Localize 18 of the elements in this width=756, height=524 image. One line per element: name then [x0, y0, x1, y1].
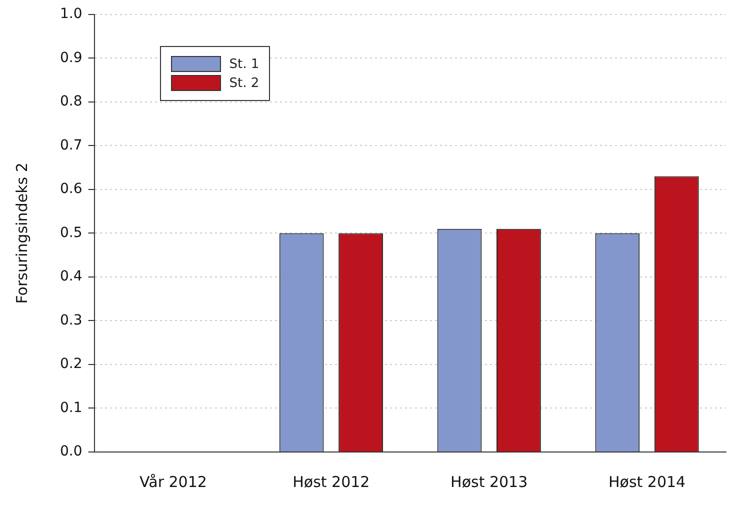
y-tick-label: 0.2 — [60, 356, 82, 372]
y-tick-label: 1.0 — [60, 6, 82, 22]
legend-label: St. 1 — [229, 56, 260, 72]
y-tick-label: 0.7 — [60, 137, 82, 154]
y-tick-label: 0.0 — [60, 444, 82, 460]
legend-label: St. 2 — [229, 76, 260, 91]
y-tick-label: 0.1 — [60, 400, 82, 416]
y-tick-label: 0.9 — [60, 50, 82, 66]
x-tick-label: Høst 2013 — [450, 472, 528, 491]
y-tick-label: 0.6 — [60, 181, 82, 198]
y-tick-label: 0.8 — [60, 94, 82, 110]
x-tick-label: Høst 2012 — [292, 472, 370, 491]
x-tick-label: Høst 2014 — [608, 472, 686, 491]
x-tick-label: Vår 2012 — [140, 472, 207, 491]
y-tick-label: 0.4 — [60, 268, 82, 285]
y-axis-title: Forsuringsindeks 2 — [12, 162, 31, 304]
y-tick-label: 0.3 — [60, 312, 82, 328]
y-tick-label: 0.5 — [60, 224, 82, 241]
